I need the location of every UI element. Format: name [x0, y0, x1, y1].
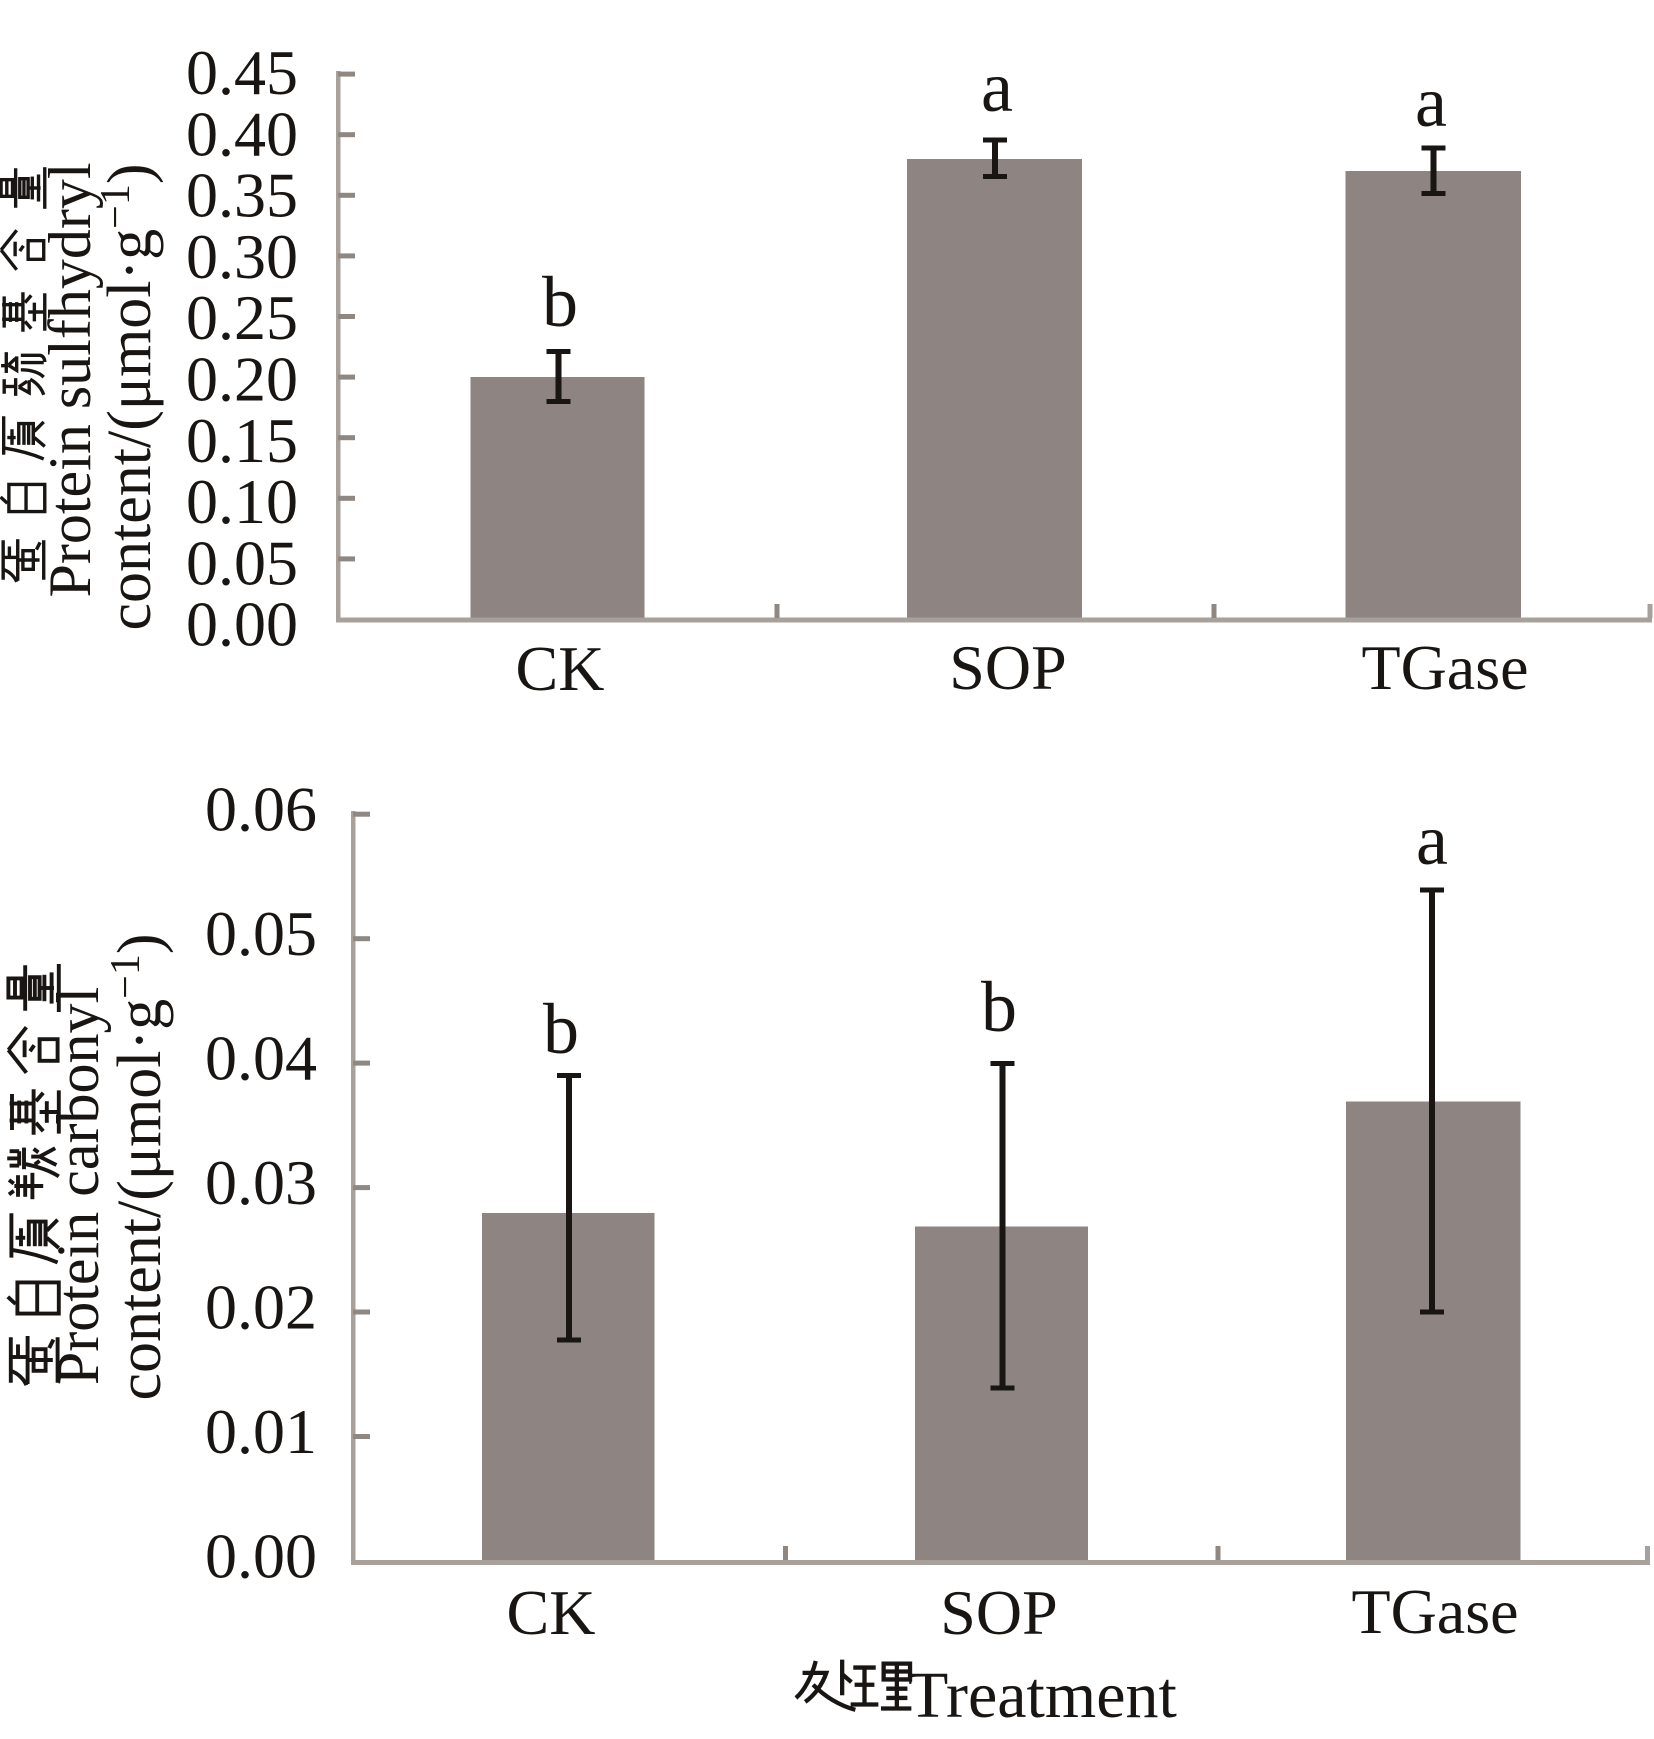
svg-text:0.10: 0.10: [186, 466, 298, 537]
svg-text:0.04: 0.04: [205, 1023, 317, 1094]
svg-text:CK: CK: [516, 633, 605, 704]
svg-text:0.01: 0.01: [205, 1396, 317, 1467]
svg-text:0.15: 0.15: [186, 405, 298, 476]
svg-text:TGase: TGase: [1361, 632, 1528, 703]
svg-text:0.00: 0.00: [205, 1520, 317, 1591]
svg-text:a: a: [981, 47, 1013, 127]
svg-text:Protein carbonyl: Protein carbonyl: [45, 987, 111, 1385]
svg-text:0.40: 0.40: [186, 98, 298, 169]
svg-text:b: b: [981, 967, 1017, 1047]
svg-text:a: a: [1416, 800, 1448, 880]
svg-text:TGase: TGase: [1351, 1576, 1518, 1647]
svg-text:0.06: 0.06: [205, 774, 317, 845]
svg-text:0.03: 0.03: [205, 1147, 317, 1218]
svg-text:0.05: 0.05: [205, 898, 317, 969]
svg-text:0.05: 0.05: [186, 527, 298, 598]
svg-text:0.02: 0.02: [205, 1272, 317, 1343]
svg-text:b: b: [543, 989, 579, 1069]
svg-text:content/(μmol·g−1): content/(μmol·g−1): [93, 163, 164, 630]
svg-text:SOP: SOP: [940, 1577, 1057, 1648]
svg-text:Protein sulfhydryl: Protein sulfhydryl: [37, 163, 103, 598]
svg-text:0.30: 0.30: [186, 221, 298, 292]
svg-text:0.35: 0.35: [186, 160, 298, 231]
svg-text:CK: CK: [507, 1577, 596, 1648]
svg-text:content/(μmol·g−1): content/(μmol·g−1): [103, 933, 174, 1400]
svg-text:b: b: [542, 262, 578, 342]
svg-text:a: a: [1415, 62, 1447, 142]
svg-text:SOP: SOP: [949, 632, 1066, 703]
svg-text:0.20: 0.20: [186, 344, 298, 415]
svg-text:Treatment: Treatment: [908, 1659, 1177, 1732]
svg-text:0.45: 0.45: [186, 37, 298, 108]
svg-text:0.25: 0.25: [186, 282, 298, 353]
svg-text:0.00: 0.00: [186, 589, 298, 660]
